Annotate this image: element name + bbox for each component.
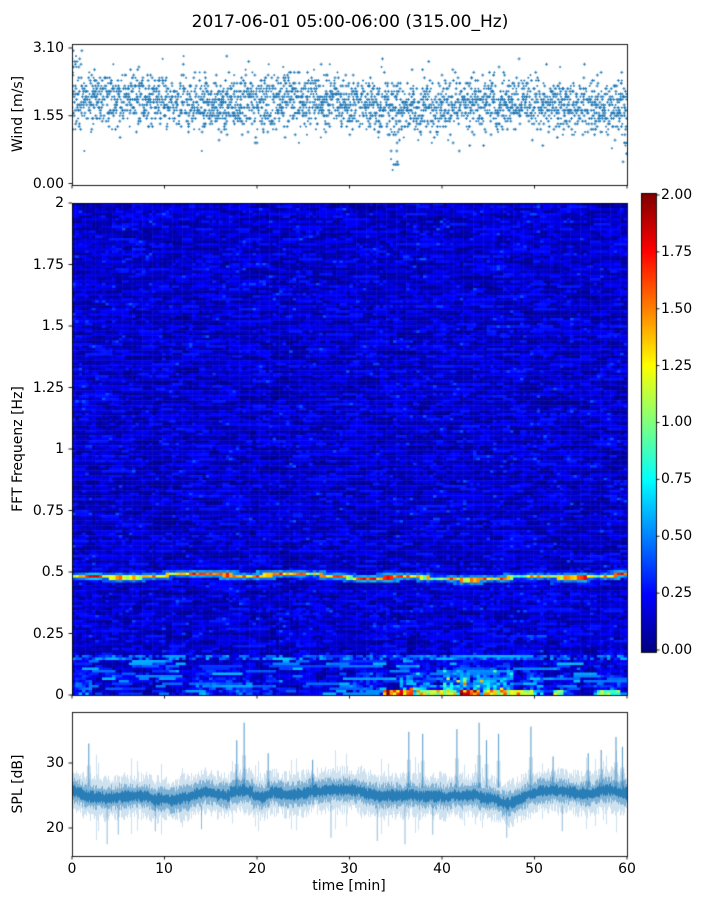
colorbar-tick-label: 1.00 — [661, 414, 693, 430]
spectrogram-ytick-label: 0.25 — [32, 626, 64, 642]
wind-ytick-label: 1.55 — [32, 108, 64, 124]
xtick-label: 30 — [340, 861, 358, 877]
wind-ytick-label: 3.10 — [32, 40, 64, 56]
spl-y-axis-label: SPL [dB] — [10, 754, 26, 814]
colorbar-tick-label: 1.25 — [661, 358, 693, 374]
xtick-label: 0 — [67, 861, 77, 877]
colorbar-tick-label: 0.50 — [661, 528, 693, 544]
spectrogram-ytick-label: 1.5 — [41, 318, 64, 334]
spectrogram-ytick-label: 1.75 — [32, 257, 64, 273]
spl-ytick-label: 20 — [46, 820, 64, 836]
colorbar-tick-label: 2.00 — [661, 187, 693, 203]
xtick-label: 50 — [525, 861, 543, 877]
spectrogram-ytick-label: 0.75 — [32, 503, 64, 519]
xtick-label: 20 — [248, 861, 266, 877]
spectrogram-ytick-label: 1 — [55, 441, 64, 457]
colorbar-tick-label: 0.00 — [661, 642, 693, 658]
xtick-label: 40 — [433, 861, 451, 877]
spectrogram-ytick-label: 0.5 — [41, 564, 64, 580]
figure-title: 2017-06-01 05:00-06:00 (315.00_Hz) — [191, 12, 509, 32]
colorbar-tick-label: 1.75 — [661, 244, 693, 260]
x-axis-label: time [min] — [312, 878, 386, 894]
spl-ytick-label: 30 — [46, 755, 64, 771]
spectrogram-ytick-label: 2 — [55, 195, 64, 211]
colorbar-tick-label: 0.75 — [661, 471, 693, 487]
xtick-label: 10 — [155, 861, 173, 877]
spectrogram-ytick-label: 0 — [55, 687, 64, 703]
xtick-label: 60 — [618, 861, 636, 877]
wind-ytick-label: 0.00 — [32, 176, 64, 192]
colorbar-tick-label: 1.50 — [661, 301, 693, 317]
spectrogram-ytick-label: 1.25 — [32, 380, 64, 396]
colorbar-tick-label: 0.25 — [661, 585, 693, 601]
